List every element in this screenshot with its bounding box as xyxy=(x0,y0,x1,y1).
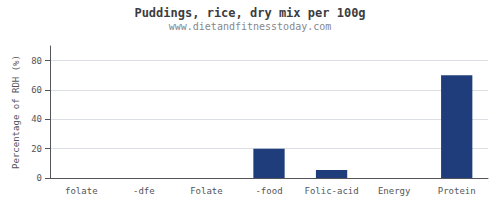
svg-text:60: 60 xyxy=(31,85,42,95)
svg-text:Protein: Protein xyxy=(438,186,476,196)
svg-text:20: 20 xyxy=(31,144,42,154)
svg-text:80: 80 xyxy=(31,56,42,66)
svg-text:40: 40 xyxy=(31,114,42,124)
svg-text:Folic-acid: Folic-acid xyxy=(304,186,358,196)
svg-text:folate: folate xyxy=(65,186,98,196)
svg-text:www.dietandfitnesstoday.com: www.dietandfitnesstoday.com xyxy=(169,21,332,32)
svg-text:Folate: Folate xyxy=(190,186,223,196)
svg-text:Energy: Energy xyxy=(378,186,411,196)
svg-text:Percentage of RDH (%): Percentage of RDH (%) xyxy=(11,55,21,169)
svg-text:-dfe: -dfe xyxy=(133,186,155,196)
svg-text:-food: -food xyxy=(255,186,282,196)
svg-text:0: 0 xyxy=(37,173,42,183)
svg-text:Puddings, rice, dry mix per 10: Puddings, rice, dry mix per 100g xyxy=(134,6,365,20)
